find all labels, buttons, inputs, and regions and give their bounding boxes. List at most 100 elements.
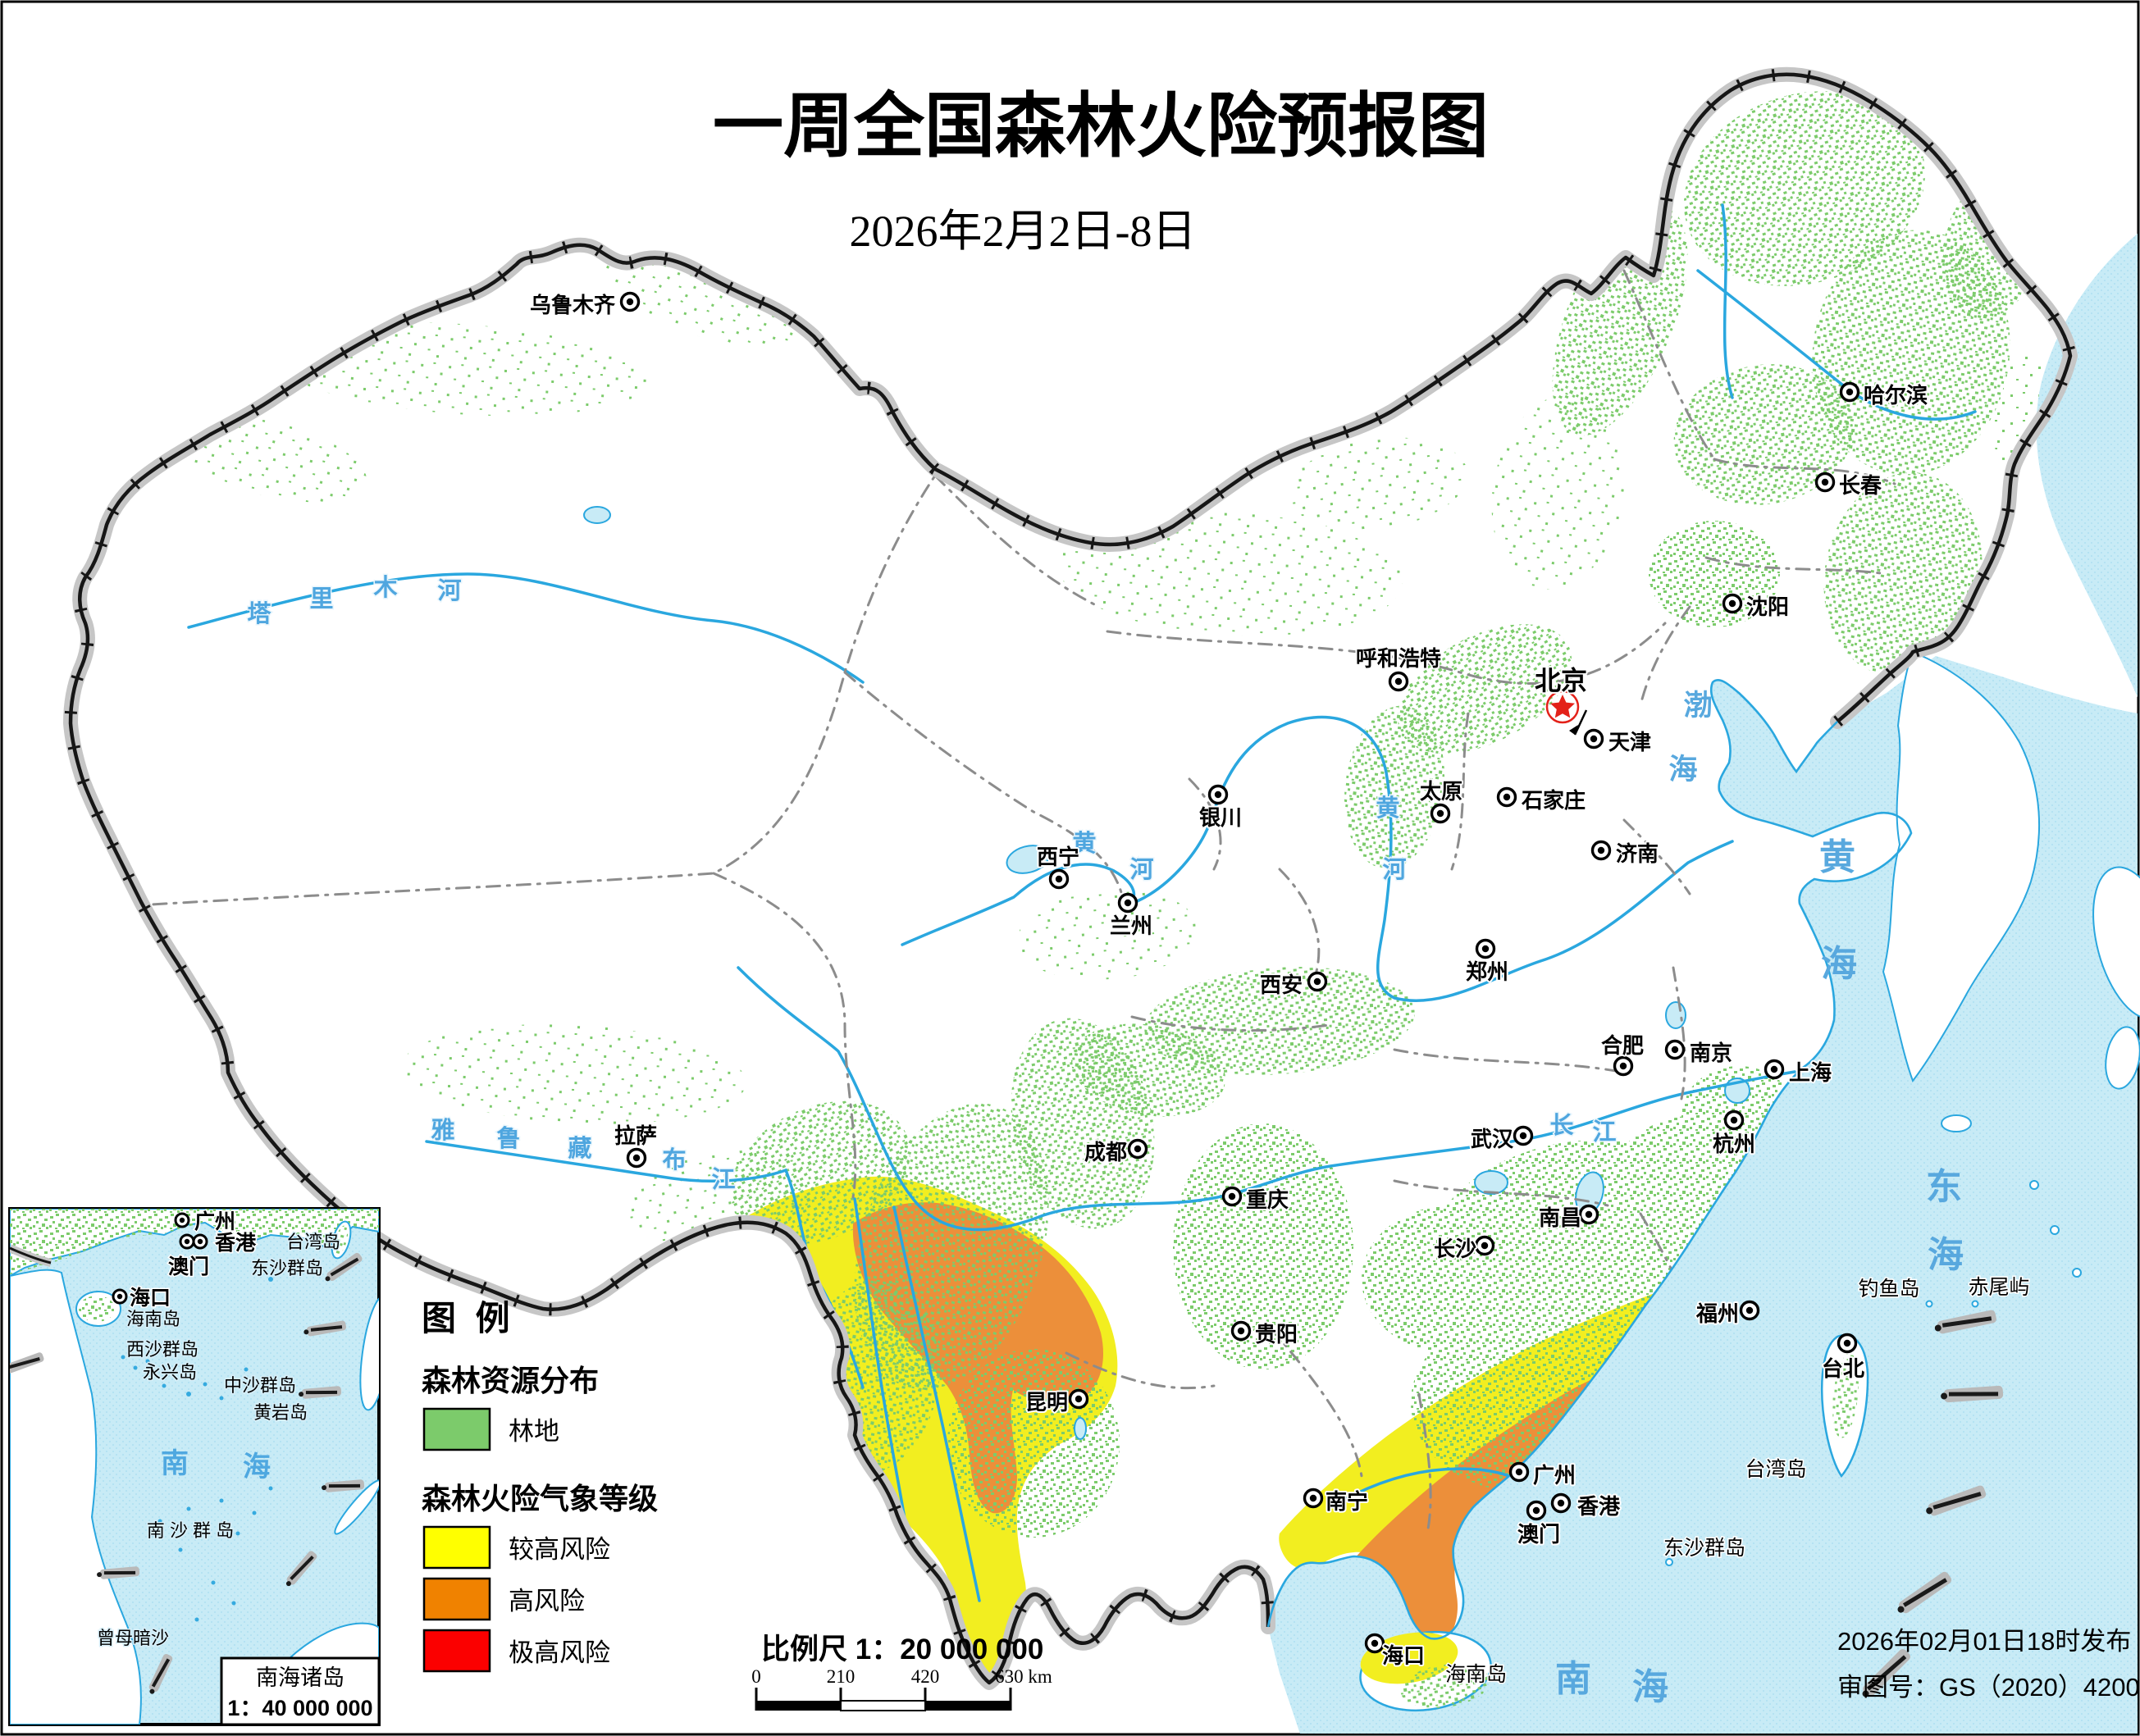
inset-label-zhongsha: 中沙群岛	[224, 1375, 296, 1396]
pointer-arrowhead	[1569, 725, 1578, 735]
inset-reef-dots	[121, 1277, 273, 1622]
city-label: 兰州	[1110, 914, 1152, 938]
scale-tick-label: 630 km	[995, 1666, 1052, 1687]
scale-segment	[840, 1700, 926, 1711]
sea-label-donghai: 东	[1926, 1167, 1962, 1207]
city-label: 石家庄	[1521, 788, 1586, 813]
city-lasa: 拉萨	[613, 1122, 659, 1169]
inset-border	[10, 1246, 52, 1264]
taiwan-island	[1821, 1334, 1869, 1479]
river-label-huanghe-upper: 河	[1129, 856, 1153, 883]
city-label: 济南	[1616, 841, 1659, 866]
scale-ticks	[755, 1688, 1012, 1711]
inset-label-xianggang: 香港	[215, 1231, 257, 1255]
legend-forest-header: 森林资源分布	[422, 1365, 599, 1397]
city-label: 南京	[1690, 1041, 1732, 1065]
city-label: 乌鲁木齐	[530, 293, 616, 317]
inset-label-nansha: 南 沙 群 岛	[147, 1520, 234, 1541]
sea-label-bohai: 海	[1668, 754, 1697, 786]
river-label-huanghe: 河	[1382, 856, 1406, 883]
city-zhengzhou: 郑州	[1464, 938, 1510, 986]
inset-mainland-forest	[10, 1209, 379, 1274]
city-nanjing: 南京	[1664, 1039, 1734, 1067]
land-layers	[121, 91, 2070, 1688]
scale-tick-label: 210	[827, 1666, 856, 1687]
city-fuzhou: 福州	[1694, 1300, 1760, 1328]
city-label: 杭州	[1713, 1132, 1755, 1156]
scale-tick-label: 420	[911, 1666, 940, 1687]
city-label: 郑州	[1466, 959, 1508, 984]
inset-hainan-forest	[79, 1296, 115, 1322]
river-label-huanghe: 黄	[1376, 795, 1399, 822]
river-label-yarlung: 雅	[431, 1117, 454, 1144]
footer-issued: 2026年02月01日18时发布	[1837, 1627, 2131, 1656]
island-label-taiwan: 台湾岛	[1745, 1458, 1806, 1481]
city-xining: 西宁	[1035, 843, 1081, 890]
legend-risk-header: 森林火险气象等级	[422, 1483, 658, 1515]
city-tianjin: 天津	[1583, 728, 1653, 756]
river-label-tarim: 塔	[247, 600, 271, 627]
city-taibei: 台北	[1820, 1333, 1866, 1383]
inset-label-huangyan: 黄岩岛	[253, 1402, 308, 1423]
inset-palawan	[334, 1479, 379, 1535]
inset-south-china-sea: 广州 香港 澳门 海口 台湾岛 东沙群岛 海南岛 西沙群岛 永兴岛 中沙群岛 黄…	[8, 1207, 381, 1726]
pointer-arrow	[1573, 709, 1588, 736]
city-label: 北京	[1535, 666, 1587, 695]
inset-label-hainan: 海南岛	[126, 1309, 180, 1329]
river-label-yarlung: 布	[662, 1146, 686, 1173]
river-label-changjiang: 长	[1549, 1112, 1574, 1139]
river-label-yarlung: 藏	[568, 1135, 591, 1162]
city-wulumuqi: 乌鲁木齐	[528, 291, 641, 319]
city-huhehaote: 呼和浩特	[1354, 645, 1443, 692]
legend-risk-high: 高风险	[509, 1587, 585, 1615]
island-label-dongsha: 东沙群岛	[1663, 1537, 1745, 1560]
city-label: 呼和浩特	[1356, 646, 1441, 671]
river-label-tarim: 木	[372, 574, 397, 601]
capital-star-icon	[1545, 690, 1580, 724]
city-label: 广州	[1533, 1463, 1576, 1488]
island-label-chiwei: 赤尾屿	[1968, 1276, 2029, 1299]
scale-bar: 比例尺 1：20 000 000 0 210 420 630 km	[751, 1633, 1052, 1711]
inset-box-scale: 1：40 000 000	[227, 1696, 372, 1720]
city-label: 西宁	[1037, 845, 1079, 869]
page-subtitle: 2026年2月2日-8日	[850, 207, 1197, 256]
city-hefei: 合肥	[1599, 1032, 1645, 1077]
legend-title: 图 例	[422, 1299, 515, 1337]
river-label-changjiang: 江	[1592, 1119, 1616, 1146]
city-taiyuan: 太原	[1418, 777, 1464, 824]
scale-label: 比例尺 1：20 000 000	[761, 1633, 1043, 1665]
inset-label-aomen: 澳门	[168, 1255, 209, 1278]
footer: 2026年02月01日18时发布 审图号：GS（2020）4200号	[1837, 1627, 2140, 1702]
city-haikou: 海口	[1364, 1633, 1426, 1670]
city-label: 长春	[1839, 473, 1882, 498]
inset-label-haikou: 海口	[130, 1286, 171, 1310]
inset-label-taiwan: 台湾岛	[286, 1232, 340, 1252]
inset-label-zengmu: 曾母暗沙	[97, 1628, 169, 1648]
city-guangzhou: 广州	[1508, 1461, 1577, 1489]
city-label: 拉萨	[614, 1123, 657, 1148]
city-nanning: 南宁	[1303, 1488, 1370, 1515]
river-label-huanghe-upper: 黄	[1072, 830, 1096, 857]
city-guiyang: 贵阳	[1230, 1320, 1299, 1348]
city-kunming: 昆明	[1024, 1388, 1089, 1416]
city-haerbin: 哈尔滨	[1839, 381, 1929, 409]
inset-label-guangzhou: 广州	[194, 1210, 235, 1233]
city-nanchang: 南昌	[1537, 1204, 1599, 1232]
city-label: 沈阳	[1746, 595, 1789, 619]
city-label: 天津	[1608, 730, 1651, 754]
city-beijing: 北京	[1533, 664, 1589, 736]
sea-label-nanhai: 南	[1555, 1659, 1591, 1699]
page-title: 一周全国森林火险预报图	[713, 87, 1489, 166]
legend: 图 例 森林资源分布 林地 森林火险气象等级 较高风险 高风险 极高风险	[422, 1299, 658, 1673]
legend-swatch-forest	[422, 1407, 491, 1451]
river-label-tarim: 河	[437, 577, 461, 604]
sea-label-nanhai: 海	[1632, 1667, 1668, 1707]
legend-forest-item: 林地	[509, 1417, 559, 1446]
city-changsha: 长沙	[1432, 1235, 1495, 1263]
scale-tick-label: 0	[751, 1666, 761, 1687]
forest-areas-sparse	[175, 242, 2070, 1246]
river-labels: 黄 河 黄 河 长 江 塔 里 木 河 雅 鲁 藏 布 江	[246, 573, 1618, 1195]
sea-labels: 渤 海 黄 海 东 海 南 海	[1555, 690, 1964, 1707]
city-label: 银川	[1199, 805, 1242, 830]
